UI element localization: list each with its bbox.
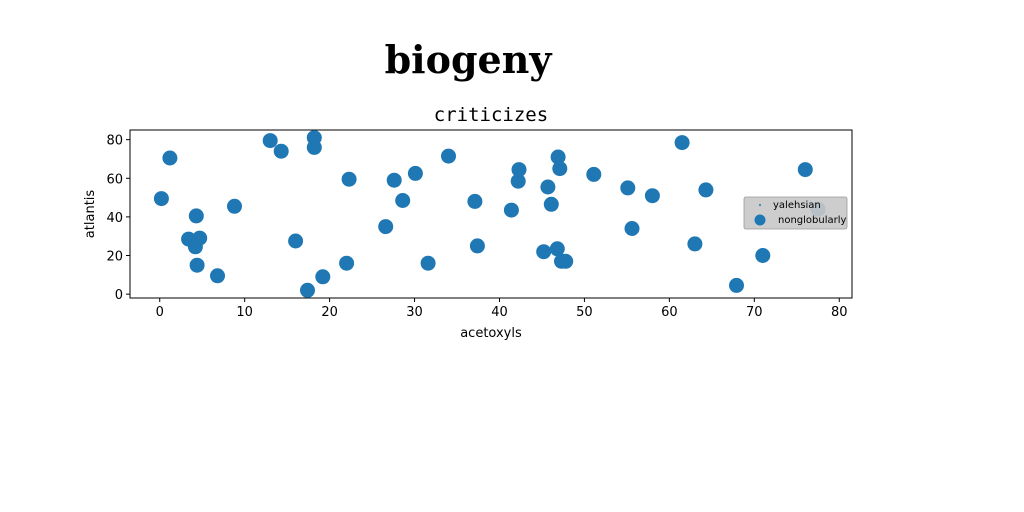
data-point bbox=[550, 149, 566, 165]
data-point bbox=[511, 162, 527, 178]
legend-marker-nonglobularly bbox=[754, 214, 766, 226]
data-point bbox=[306, 130, 322, 146]
data-point bbox=[441, 148, 456, 164]
data-point bbox=[189, 257, 205, 273]
x-tick-label: 50 bbox=[576, 305, 593, 320]
data-point bbox=[549, 241, 565, 257]
data-point bbox=[624, 221, 640, 236]
plot-area bbox=[129, 129, 853, 299]
chart-title: criticizes bbox=[434, 104, 548, 126]
data-point bbox=[620, 180, 636, 196]
data-point bbox=[503, 202, 519, 218]
data-point bbox=[698, 182, 714, 198]
data-point bbox=[288, 233, 304, 249]
y-tick-label: 80 bbox=[106, 134, 123, 149]
x-axis-label: acetoxyls bbox=[460, 326, 522, 341]
x-tick-label: 30 bbox=[406, 305, 423, 320]
data-point bbox=[467, 193, 483, 209]
y-tick-label: 0 bbox=[115, 288, 123, 303]
data-point bbox=[674, 135, 690, 151]
data-point bbox=[273, 143, 289, 159]
y-tick-label: 20 bbox=[106, 250, 123, 265]
data-point bbox=[300, 282, 315, 298]
figure-title: biogeny bbox=[385, 37, 553, 82]
x-tick-label: 70 bbox=[746, 305, 763, 320]
data-point bbox=[153, 191, 169, 207]
x-tick-label: 60 bbox=[661, 305, 678, 320]
data-point bbox=[552, 161, 568, 177]
legend: yalehsian nonglobularly bbox=[743, 196, 848, 230]
legend-label-yalehsian: yalehsian bbox=[773, 200, 821, 211]
data-point bbox=[729, 277, 744, 293]
data-point bbox=[192, 230, 208, 246]
data-point bbox=[687, 236, 703, 252]
x-tick-label: 20 bbox=[321, 305, 338, 320]
data-point bbox=[162, 150, 178, 166]
y-tick-label: 60 bbox=[106, 172, 123, 187]
legend-marker-yalehsian bbox=[759, 204, 761, 206]
data-point bbox=[262, 133, 278, 149]
data-point bbox=[644, 188, 660, 204]
x-axis: 0 10 20 30 40 50 60 70 80 bbox=[156, 298, 848, 320]
data-point bbox=[210, 268, 225, 284]
x-tick-label: 40 bbox=[491, 305, 508, 320]
legend-box bbox=[743, 196, 848, 230]
data-point bbox=[510, 173, 526, 189]
data-point bbox=[540, 179, 556, 195]
data-point bbox=[536, 244, 552, 260]
data-point bbox=[395, 193, 411, 208]
y-tick-label: 40 bbox=[106, 211, 123, 226]
data-point bbox=[188, 208, 204, 224]
data-point bbox=[341, 171, 357, 187]
scatter-points bbox=[153, 130, 826, 298]
x-tick-label: 80 bbox=[831, 305, 848, 320]
data-point bbox=[227, 198, 242, 214]
data-point bbox=[558, 253, 574, 269]
data-point bbox=[339, 255, 355, 271]
x-tick-label: 10 bbox=[236, 305, 253, 320]
y-axis: 0 20 40 60 80 bbox=[106, 134, 130, 303]
data-point bbox=[407, 165, 423, 181]
data-point bbox=[586, 166, 602, 182]
legend-label-nonglobularly: nonglobularly bbox=[778, 215, 847, 226]
y-axis-label: atlantis bbox=[83, 190, 98, 239]
data-point bbox=[543, 196, 559, 212]
x-tick-label: 0 bbox=[156, 305, 164, 320]
data-point bbox=[755, 248, 771, 263]
data-point bbox=[315, 269, 331, 285]
data-point bbox=[378, 219, 394, 235]
data-point bbox=[797, 162, 813, 178]
data-point bbox=[469, 238, 485, 254]
data-point bbox=[386, 172, 402, 188]
data-point bbox=[420, 255, 436, 271]
